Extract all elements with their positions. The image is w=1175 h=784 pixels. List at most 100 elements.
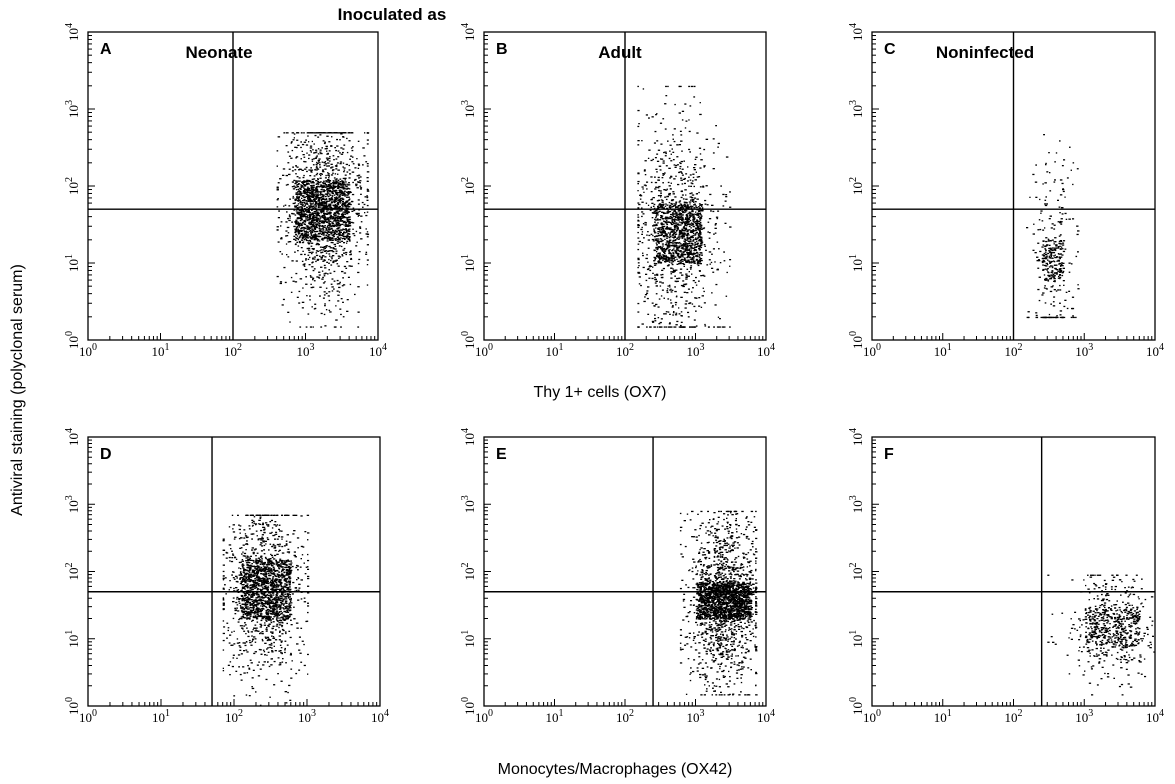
event-dot xyxy=(663,255,666,258)
event-dot xyxy=(656,224,658,226)
event-dot xyxy=(307,214,309,216)
event-dot xyxy=(315,167,319,169)
event-dot xyxy=(637,125,640,128)
event-dot xyxy=(673,225,677,228)
event-dot xyxy=(298,583,301,585)
event-dot xyxy=(302,287,304,289)
event-dot xyxy=(342,233,345,235)
event-dot xyxy=(1043,134,1045,136)
event-dot xyxy=(678,213,681,216)
event-dot xyxy=(1051,272,1054,274)
event-dot xyxy=(653,232,657,234)
event-dot xyxy=(329,193,331,195)
event-dot xyxy=(1071,307,1074,310)
event-dot xyxy=(328,132,331,134)
event-dot xyxy=(294,199,297,202)
event-dot xyxy=(1046,203,1048,205)
event-dot xyxy=(325,287,328,289)
event-dot xyxy=(1044,285,1046,287)
event-dot xyxy=(666,212,669,214)
event-dot xyxy=(646,297,649,300)
event-dot xyxy=(701,295,704,297)
event-dot xyxy=(663,313,666,315)
event-dot xyxy=(676,280,679,282)
event-dot xyxy=(350,265,353,267)
event-dot xyxy=(278,550,280,552)
event-dot xyxy=(304,253,306,256)
event-dot xyxy=(657,227,660,229)
event-dot xyxy=(673,237,675,239)
event-dot xyxy=(246,543,248,545)
event-dot xyxy=(300,158,302,160)
event-dot xyxy=(277,136,281,138)
event-dot xyxy=(351,132,354,134)
event-dot xyxy=(346,299,349,301)
event-dot xyxy=(302,210,305,212)
event-dot xyxy=(315,163,318,166)
event-dot xyxy=(662,258,664,260)
event-dot xyxy=(329,236,332,239)
event-dot xyxy=(1063,159,1066,161)
event-dot xyxy=(336,219,340,222)
event-dot xyxy=(342,205,344,207)
event-dot xyxy=(310,276,313,278)
event-dot xyxy=(336,193,339,195)
event-dot xyxy=(655,114,657,116)
event-dot xyxy=(276,186,279,188)
event-dot xyxy=(323,204,326,206)
event-dot xyxy=(291,212,294,215)
event-dot xyxy=(272,568,275,571)
event-dot xyxy=(313,225,315,227)
event-dot xyxy=(657,187,660,189)
event-dot xyxy=(275,525,278,527)
event-dot xyxy=(294,146,297,148)
event-dot xyxy=(327,236,330,238)
event-dot xyxy=(323,313,326,316)
event-dot xyxy=(266,587,268,590)
event-dot xyxy=(712,152,715,154)
event-dot xyxy=(295,181,298,183)
event-dot xyxy=(321,186,325,188)
event-dot xyxy=(239,646,242,648)
event-dot xyxy=(668,237,671,239)
event-dot xyxy=(646,188,648,190)
event-dot xyxy=(320,230,323,232)
event-dot xyxy=(300,558,302,560)
event-dot xyxy=(657,207,660,209)
event-dot xyxy=(1066,177,1069,179)
event-dot xyxy=(688,271,690,273)
event-dot xyxy=(692,220,695,222)
event-dot xyxy=(655,215,658,217)
event-dot xyxy=(646,290,649,292)
event-dot xyxy=(685,247,688,249)
event-dot xyxy=(1068,290,1071,292)
event-dot xyxy=(679,262,682,265)
event-dot xyxy=(685,242,687,244)
event-dot xyxy=(260,653,263,655)
event-dot xyxy=(278,528,280,531)
panel-frame xyxy=(87,436,381,707)
event-dot xyxy=(314,233,317,235)
event-dot xyxy=(316,240,319,242)
event-dot xyxy=(666,228,669,230)
event-dot xyxy=(643,237,645,239)
event-dot xyxy=(320,174,322,177)
y-tick-label: 103 xyxy=(848,100,865,118)
event-dot xyxy=(323,275,326,277)
event-dot xyxy=(693,218,696,220)
event-dot xyxy=(310,182,313,184)
event-dot xyxy=(694,249,696,251)
event-dot xyxy=(1055,256,1058,259)
event-dot xyxy=(689,240,692,242)
event-dot xyxy=(662,204,664,206)
event-dot xyxy=(321,198,324,200)
event-dot xyxy=(266,627,268,629)
event-dot xyxy=(677,219,680,221)
event-dot xyxy=(308,226,311,228)
event-dot xyxy=(1041,261,1044,264)
event-dot xyxy=(333,233,335,235)
event-dot xyxy=(336,233,338,236)
event-dot xyxy=(335,178,338,180)
event-dot xyxy=(336,187,340,189)
event-dot xyxy=(1053,280,1056,282)
